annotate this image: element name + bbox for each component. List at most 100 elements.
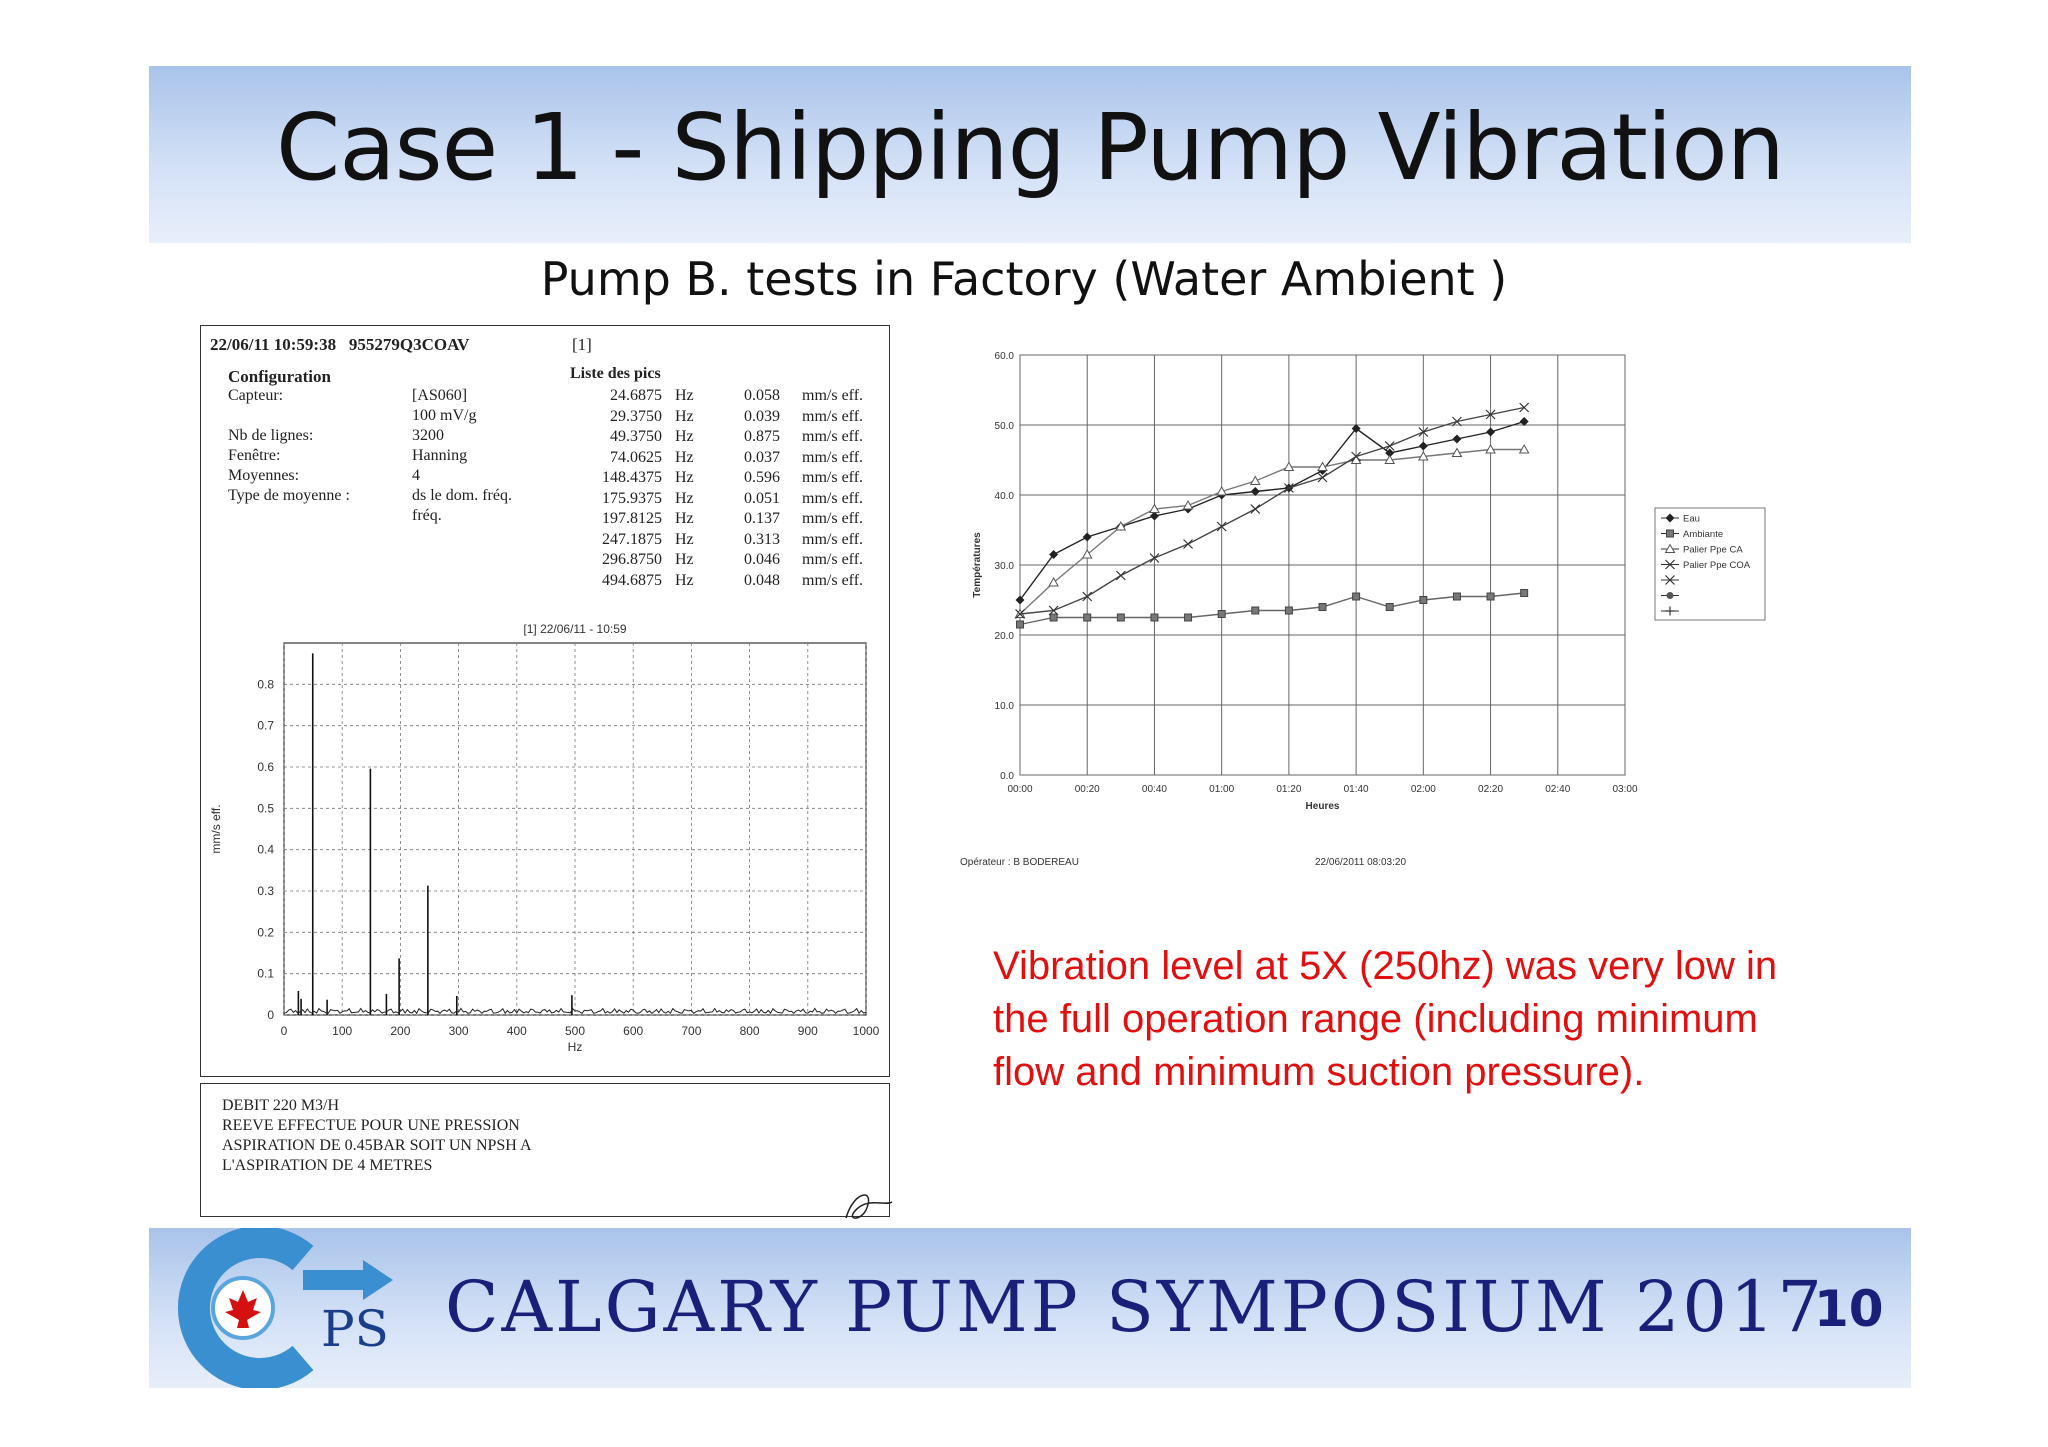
spectrum-y-tick: 0.3 <box>257 884 274 898</box>
trend-point <box>1486 427 1496 437</box>
trend-series-line <box>1019 420 1525 601</box>
peak-amplitude: 0.313 <box>744 530 780 548</box>
trend-point <box>1115 520 1127 531</box>
peak-amplitude-unit: mm/s eff. <box>802 428 864 445</box>
peak-frequency: 247.1875 <box>602 530 662 548</box>
peak-amplitude-unit: mm/s eff. <box>802 407 864 425</box>
trend-point <box>1183 539 1193 549</box>
spectrum-x-tick: 600 <box>623 1024 643 1038</box>
trend-y-label: Températures <box>972 532 983 598</box>
trend-point <box>1149 553 1160 563</box>
trend-y-tick: 20.0 <box>995 631 1015 642</box>
cps-logo: PS <box>178 1228 393 1388</box>
trend-series <box>1016 589 1529 629</box>
trend-point <box>1317 461 1328 471</box>
peak-frequency: 296.8750 <box>602 551 662 568</box>
peak-frequency: 74.0625 <box>610 448 662 466</box>
config-label: Capteur: <box>228 387 284 404</box>
trend-point <box>1317 472 1328 483</box>
trend-point <box>1283 461 1295 471</box>
note-line: DEBIT 220 M3/H <box>222 1097 340 1114</box>
note-line: L'ASPIRATION DE 4 METRES <box>222 1157 433 1174</box>
config-label: Moyennes: <box>228 467 300 484</box>
trend-point <box>1216 485 1228 496</box>
trend-point <box>1418 441 1428 451</box>
title-band: Case 1 - Shipping Pump Vibration <box>149 66 1911 243</box>
note-line: ASPIRATION DE 0.45BAR SOIT UN NPSH A <box>222 1137 532 1154</box>
spectrum-y-tick: 0.7 <box>257 719 274 733</box>
config-label: Nb de lignes: <box>228 427 314 444</box>
peak-amplitude-unit: mm/s eff. <box>802 469 864 486</box>
trend-point <box>1184 613 1193 622</box>
peak-frequency: 148.4375 <box>602 469 662 486</box>
trend-point <box>1485 443 1496 454</box>
trend-legend-marker <box>1665 559 1675 570</box>
trend-point <box>1520 589 1529 597</box>
trend-point <box>1149 503 1160 513</box>
report-header: 22/06/11 10:59:38 955279Q3COAV <box>210 335 469 355</box>
trend-point <box>1115 570 1126 581</box>
trend-legend-label: Eau <box>1683 514 1700 525</box>
peak-frequency: 494.6875 <box>602 571 662 589</box>
trend-point <box>1116 613 1125 622</box>
peak-amplitude: 0.039 <box>744 407 780 425</box>
trend-x-tick: 03:00 <box>1612 784 1637 795</box>
trend-point <box>1452 416 1462 427</box>
config-value: Hanning <box>412 447 468 464</box>
spectrum-x-tick: 900 <box>798 1024 818 1038</box>
trend-point <box>1284 606 1293 615</box>
trend-legend-marker <box>1666 529 1674 538</box>
arrow-icon <box>303 1260 393 1300</box>
trend-x-tick: 00:40 <box>1142 784 1167 795</box>
page-number: 10 <box>1814 1280 1884 1338</box>
trend-operator: Opérateur : B BODEREAU <box>960 857 1079 868</box>
spectrum-y-tick: 0.2 <box>257 925 274 939</box>
trend-point <box>1385 603 1394 611</box>
trend-point <box>1182 499 1194 510</box>
peak-amplitude: 0.058 <box>744 387 780 404</box>
trend-point <box>1518 443 1530 454</box>
spectrum-y-tick: 0.4 <box>257 843 274 857</box>
trend-point <box>1216 521 1227 532</box>
trend-legend-marker <box>1665 575 1675 585</box>
slide-title: Case 1 - Shipping Pump Vibration <box>276 94 1785 201</box>
peak-unit: Hz <box>675 530 694 548</box>
trend-point <box>1250 504 1261 514</box>
trend-point <box>1249 475 1261 485</box>
peak-unit: Hz <box>675 469 694 486</box>
config-value: [AS060] <box>412 387 468 404</box>
peak-frequency: 175.9375 <box>602 489 662 507</box>
report-date: 22/06/11 <box>210 335 270 354</box>
peak-amplitude-unit: mm/s eff. <box>802 387 864 404</box>
spectrum-x-tick: 300 <box>449 1024 469 1038</box>
spectrum-x-tick: 800 <box>740 1024 760 1038</box>
trend-legend-marker <box>1665 513 1675 523</box>
trend-point <box>1082 532 1092 542</box>
trend-legend-marker <box>1665 606 1675 616</box>
trend-point <box>1352 592 1361 601</box>
spectrum-y-tick: 0.1 <box>257 967 274 981</box>
config-value: 100 mV/g <box>412 407 477 424</box>
trend-point <box>1049 613 1058 622</box>
spectrum-x-tick: 400 <box>507 1024 527 1038</box>
peak-unit: Hz <box>675 489 694 507</box>
report-frame <box>200 325 890 1077</box>
peak-unit: Hz <box>675 387 694 404</box>
trend-y-tick: 30.0 <box>995 561 1015 572</box>
spectrum-y-tick: 0 <box>267 1008 274 1022</box>
peak-frequency: 29.3750 <box>610 407 662 425</box>
logo-text: PS <box>321 1300 389 1358</box>
spectrum-x-tick: 700 <box>681 1024 701 1038</box>
report-id: 955279Q3COAV <box>348 335 470 354</box>
footer-band: PS CALGARY PUMP SYMPOSIUM 2017 10 <box>149 1228 1911 1388</box>
trend-point <box>1452 592 1461 601</box>
peak-amplitude-unit: mm/s eff. <box>802 571 864 589</box>
trend-point <box>1384 441 1395 451</box>
notes-box <box>200 1083 890 1217</box>
peak-amplitude: 0.046 <box>744 551 780 568</box>
trend-point <box>1082 591 1093 602</box>
trend-y-tick: 10.0 <box>995 701 1015 712</box>
trend-series <box>1015 402 1530 619</box>
slide-subtitle: Pump B. tests in Factory (Water Ambient … <box>540 252 1508 306</box>
trend-series-line <box>1019 592 1525 626</box>
